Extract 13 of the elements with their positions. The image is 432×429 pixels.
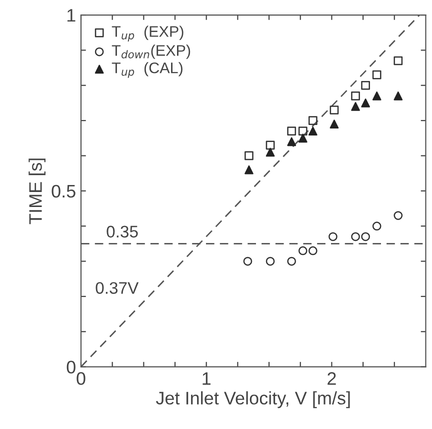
ref-line-label: 0.35	[106, 226, 138, 238]
y-tick-label: 0.5	[52, 184, 76, 198]
y-axis-title: TIME [s]	[28, 158, 46, 224]
legend-label: T$_{up}$ (CAL)	[112, 62, 182, 78]
x-tick-label: 1	[202, 372, 210, 385]
x-tick-label: 0	[76, 372, 86, 385]
legend-label: T$_{down}$(EXP)	[112, 44, 190, 59]
x-axis-title: Jet Inlet Velocity, V [m/s]	[156, 391, 350, 408]
legend-label: T$_{up}$ (EXP)	[112, 26, 184, 42]
series-label: 0.37V	[96, 282, 139, 294]
y-tick-label: 1	[67, 9, 76, 22]
y-tick-label: 0	[66, 360, 76, 374]
x-tick-label: 2	[328, 372, 336, 385]
